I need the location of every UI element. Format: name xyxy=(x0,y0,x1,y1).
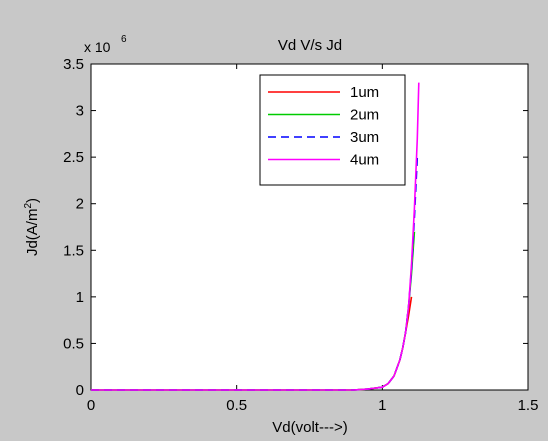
y-multiplier: x 10 6 xyxy=(84,34,127,55)
y-tick-label: 3 xyxy=(76,103,84,120)
y-tick-label: 0 xyxy=(76,382,84,399)
legend-label: 4um xyxy=(350,152,379,169)
legend-label: 3um xyxy=(350,129,379,146)
legend-box xyxy=(259,74,406,186)
x-tick-label: 1.5 xyxy=(518,397,539,414)
y-tick-label: 1.5 xyxy=(63,242,84,259)
series-line-4um xyxy=(91,82,420,391)
x-tick-label: 1 xyxy=(378,397,386,414)
x-tick-label: 0.5 xyxy=(226,397,247,414)
y-tick-label: 0.5 xyxy=(63,335,84,352)
chart-title: Vd V/s Jd xyxy=(278,37,342,54)
y-tick-label: 2.5 xyxy=(63,149,84,166)
y-multiplier-text: x 10 xyxy=(84,39,111,55)
y-axis-label-main: Jd(A/m xyxy=(24,209,41,257)
y-axis-label-superscript: 2 xyxy=(23,203,34,209)
y-tick-label: 3.5 xyxy=(63,56,84,73)
x-axis-label: Vd(volt--->) xyxy=(272,419,347,436)
legend: 1um 2um 3um 4um xyxy=(259,74,406,186)
legend-label: 2um xyxy=(350,107,379,124)
y-tick-label: 2 xyxy=(76,196,84,213)
legend-label: 1um xyxy=(350,84,379,101)
y-tick-label: 1 xyxy=(76,289,84,306)
y-axis-label-close: ) xyxy=(24,198,41,203)
x-tick-label: 0 xyxy=(87,397,95,414)
y-axis-ticks: 0 0.5 1 1.5 2 2.5 3 3.5 xyxy=(63,56,528,399)
y-multiplier-exponent: 6 xyxy=(121,34,127,45)
x-axis-ticks: 0 0.5 1 1.5 xyxy=(87,64,539,414)
y-axis-label: Jd(A/m2) xyxy=(23,198,41,256)
series-lines xyxy=(91,82,420,391)
